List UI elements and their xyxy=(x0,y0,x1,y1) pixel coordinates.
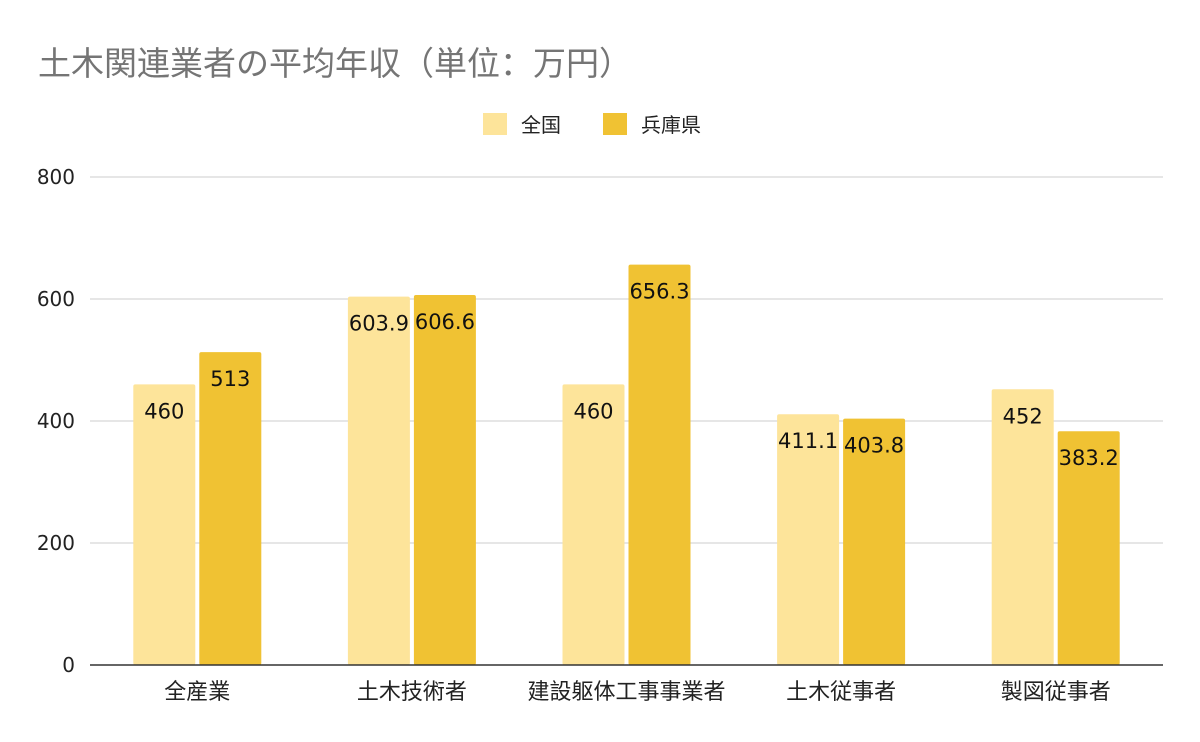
bar-national xyxy=(777,414,840,665)
data-labels: 460 513 603.9 606.6 460 656.3 411.1 403.8 452 383… xyxy=(144,280,1119,471)
data-label-hyogo: 656.3 xyxy=(629,280,689,304)
bar-national xyxy=(347,296,410,665)
gridlines xyxy=(90,176,1163,544)
x-category-label: 土木従事者 xyxy=(786,680,896,705)
data-label-national: 411.1 xyxy=(778,429,838,453)
bars xyxy=(133,264,1120,665)
legend-swatch-national xyxy=(483,113,507,135)
legend-label-national: 全国 xyxy=(521,113,561,137)
y-tick-label: 0 xyxy=(62,653,75,677)
x-category-label: 土木技術者 xyxy=(357,680,467,705)
bar-hyogo xyxy=(413,294,476,665)
bar-hyogo xyxy=(628,264,691,665)
x-category-label: 製図従事者 xyxy=(1001,680,1111,705)
x-axis-categories: 全産業 土木技術者 建設躯体工事事業者 土木従事者 製図従事者 xyxy=(164,680,1110,705)
data-label-hyogo: 403.8 xyxy=(844,434,904,458)
data-label-national: 452 xyxy=(1003,404,1043,428)
x-category-label: 建設躯体工事事業者 xyxy=(527,680,725,705)
bar-national xyxy=(562,384,625,665)
bar-hyogo xyxy=(1057,431,1120,665)
bar-national xyxy=(133,384,196,665)
legend-label-hyogo: 兵庫県 xyxy=(641,113,701,137)
bar-hyogo xyxy=(843,418,906,665)
data-label-hyogo: 606.6 xyxy=(415,310,475,334)
data-label-national: 603.9 xyxy=(349,312,409,336)
data-label-national: 460 xyxy=(144,399,184,423)
x-category-label: 全産業 xyxy=(164,680,230,705)
data-label-hyogo: 513 xyxy=(210,367,250,391)
data-label-hyogo: 383.2 xyxy=(1059,446,1119,470)
y-tick-label: 600 xyxy=(37,287,75,311)
y-axis-ticks: 0 200 400 600 800 xyxy=(37,165,75,677)
legend-swatch-hyogo xyxy=(603,113,627,135)
bar-national xyxy=(991,389,1054,665)
data-label-national: 460 xyxy=(573,399,613,423)
y-tick-label: 400 xyxy=(37,409,75,433)
y-tick-label: 800 xyxy=(37,165,75,189)
chart-title: 土木関連業者の平均年収（単位：万円） xyxy=(38,44,632,83)
bar-hyogo xyxy=(199,352,262,665)
y-tick-label: 200 xyxy=(37,531,75,555)
legend: 全国 兵庫県 xyxy=(483,113,701,137)
